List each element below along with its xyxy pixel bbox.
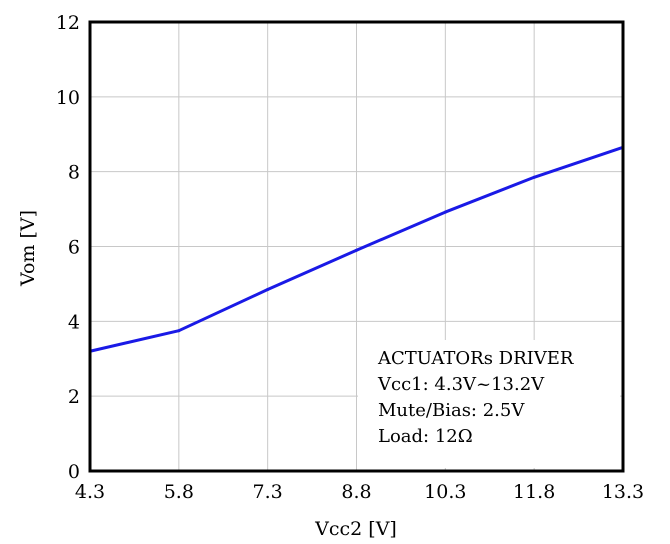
x-ticks: 4.3 5.8 7.3 8.8 10.3 11.8 13.3 xyxy=(75,481,644,503)
y-axis-label: Vom [V] xyxy=(17,210,39,287)
y-tick-label: 10 xyxy=(56,87,80,109)
y-tick-label: 2 xyxy=(68,386,80,408)
annotation-line-3: Mute/Bias: 2.5V xyxy=(378,400,525,421)
grid xyxy=(90,22,623,471)
x-tick-label: 11.8 xyxy=(513,481,555,503)
y-tick-label: 6 xyxy=(68,237,80,259)
annotation-box: ACTUATORs DRIVER Vcc1: 4.3V~13.2V Mute/B… xyxy=(358,340,620,468)
y-tick-label: 4 xyxy=(68,311,80,333)
plot-frame xyxy=(88,20,625,473)
y-tick-label: 12 xyxy=(56,12,80,34)
series-point xyxy=(443,210,447,214)
annotation-background xyxy=(358,340,620,468)
annotation-line-4: Load: 12Ω xyxy=(378,426,473,447)
annotation-line-2: Vcc1: 4.3V~13.2V xyxy=(377,374,545,395)
x-tick-label: 8.8 xyxy=(341,481,371,503)
annotation-line-1: ACTUATORs DRIVER xyxy=(377,348,574,369)
series-point xyxy=(266,288,270,292)
series-point xyxy=(532,175,536,179)
x-tick-label: 10.3 xyxy=(424,481,466,503)
y-tick-label: 0 xyxy=(68,461,80,483)
x-tick-label: 13.3 xyxy=(602,481,644,503)
x-axis-label: Vcc2 [V] xyxy=(314,518,397,540)
y-ticks: 0 2 4 6 8 10 12 xyxy=(56,12,80,483)
series-point xyxy=(177,329,181,333)
series-point xyxy=(355,248,358,252)
x-tick-label: 7.3 xyxy=(253,481,283,503)
y-tick-label: 8 xyxy=(68,162,80,184)
x-tick-label: 5.8 xyxy=(164,481,194,503)
x-tick-label: 4.3 xyxy=(75,481,105,503)
